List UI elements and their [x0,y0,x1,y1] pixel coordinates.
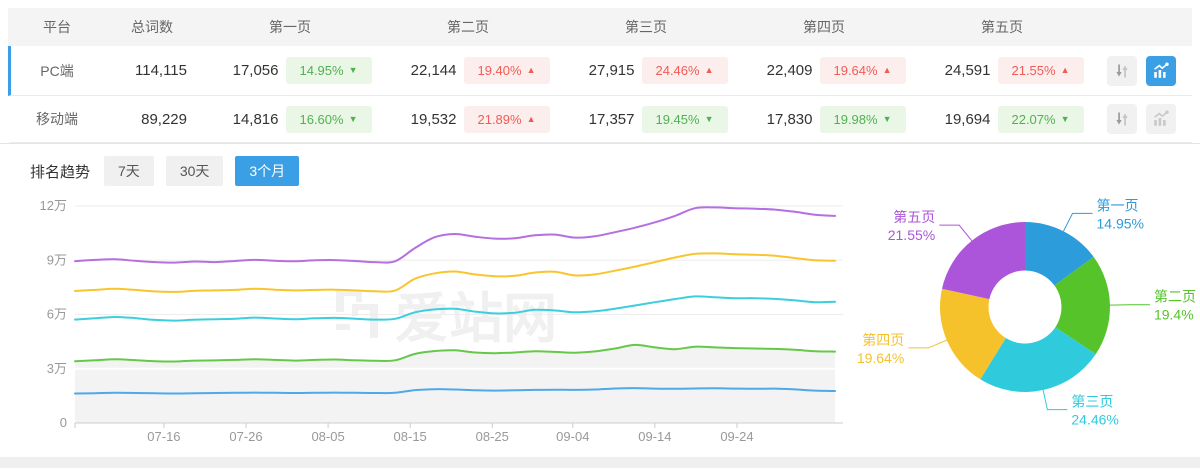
trend-arrow-icon: ▼ [704,113,714,124]
trend-arrow-icon: ▼ [882,113,892,124]
trend-line-chart-and-donut: 爱站网 0 3万 6万 9万 12万 07-16 07-26 08-05 08-15 08-25 09… [40,197,1196,444]
donut-label-name: 第五页 [893,209,935,225]
trend-arrow-icon: ▲ [526,65,536,75]
rank-trend-section: 排名趋势 7天 30天 3个月 爱站网 0 3万 6万 9万 12万 07-16 07-26 0… [0,144,1200,457]
donut-slice-第五页 [941,222,1025,300]
page4-count: 22,409 [766,62,813,79]
svg-text:07-16: 07-16 [147,429,180,444]
trend-line-green [74,343,836,363]
col-header-total: 总词数 [131,19,173,35]
page5-change-badge: 22.07% ▼ [997,105,1084,133]
donut-slice-第四页 [940,288,1006,380]
col-header-page2: 第二页 [447,19,489,35]
keyword-rank-table: 平台 总词数 第一页 第二页 第三页 第四页 第五页 PC端 114,115 1… [8,8,1192,143]
page3-change-badge: 19.45% ▼ [641,105,728,133]
svg-text:09-24: 09-24 [720,429,753,444]
col-header-page5: 第五页 [981,19,1023,35]
col-header-page3: 第三页 [625,19,667,35]
donut-slice-第二页 [1054,256,1111,355]
donut-label-pct: 19.64% [857,350,904,366]
trend-arrow-icon: ▼ [348,65,358,75]
svg-text:09-14: 09-14 [638,429,671,444]
col-header-platform: 平台 [43,19,71,35]
page2-count: 22,144 [410,62,457,79]
page1-count: 14,816 [232,110,279,128]
trend-arrow-icon: ▲ [526,113,536,124]
table-row[interactable]: PC端 114,115 17,056 14.95% ▼ 22,144 19.40% ▲ … [8,46,1192,96]
donut-slice-第三页 [980,327,1096,392]
col-header-page1: 第一页 [269,19,311,35]
sort-button[interactable] [1107,55,1137,86]
donut-label-name: 第二页 [1154,289,1196,305]
total-words-value: 89,229 [141,110,187,128]
donut-label-pct: 24.46% [1071,412,1118,428]
svg-text:9万: 9万 [47,252,67,267]
total-words-value: 114,115 [135,62,187,79]
page4-count: 17,830 [766,110,813,128]
trend-line-yellow [74,252,836,293]
trend-line-blue [74,387,836,395]
page5-change-badge: 21.55% ▲ [997,57,1084,84]
platform-label: PC端 [40,62,74,79]
trend-arrow-icon: ▲ [704,65,714,75]
svg-text:08-25: 08-25 [476,429,509,444]
tab-30days[interactable]: 30天 [165,156,224,186]
bar-chart-icon [1154,110,1169,126]
donut-label-name: 第三页 [1071,394,1113,410]
page4-change-badge: 19.98% ▼ [819,105,906,133]
trend-arrow-icon: ▼ [1060,113,1070,124]
trend-line-purple [74,206,836,264]
donut-label-pct: 21.55% [888,227,935,243]
page2-count: 19,532 [410,110,457,128]
page-background-strip [0,457,1200,468]
svg-text:08-15: 08-15 [394,429,427,444]
svg-text:3万: 3万 [47,361,67,376]
svg-text:6万: 6万 [47,307,67,322]
donut-label-pct: 19.4% [1154,307,1194,323]
svg-text:07-26: 07-26 [229,429,262,444]
aizhan-watermark: 爱站网 [330,289,557,350]
page4-change-badge: 19.64% ▲ [819,57,906,84]
section-divider [0,143,1200,144]
platform-label: 移动端 [36,111,78,127]
trend-arrow-icon: ▼ [348,113,358,124]
page5-count: 19,694 [944,110,991,128]
donut-label-name: 第一页 [1097,197,1139,213]
donut-label-pct: 14.95% [1097,215,1144,231]
table-header-row: 平台 总词数 第一页 第二页 第三页 第四页 第五页 [8,8,1192,46]
page2-change-badge: 19.40% ▲ [463,57,550,84]
svg-text:12万: 12万 [40,198,67,213]
donut-label-name: 第四页 [862,332,904,348]
trend-arrow-icon: ▲ [1060,65,1070,75]
svg-text:0: 0 [60,415,67,430]
bar-chart-icon [1154,62,1169,78]
sort-button[interactable] [1107,104,1137,134]
chart-toggle-button[interactable] [1146,104,1176,134]
page3-count: 27,915 [588,62,635,79]
page1-change-badge: 14.95% ▼ [285,57,372,84]
svg-text:09-04: 09-04 [556,429,589,444]
page3-count: 17,357 [588,110,635,128]
donut-slice-第一页 [1025,222,1094,286]
trend-section-title: 排名趋势 [30,163,91,181]
page2-change-badge: 21.89% ▲ [463,105,550,133]
col-header-page4: 第四页 [803,19,845,35]
chart-toggle-button[interactable] [1146,55,1176,86]
page1-change-badge: 16.60% ▼ [285,105,372,133]
trend-arrow-icon: ▲ [882,65,892,75]
page3-change-badge: 24.46% ▲ [641,57,728,84]
svg-text:爱站网: 爱站网 [395,289,557,349]
table-row[interactable]: 移动端 89,229 14,816 16.60% ▼ 19,532 21.89% ▲ 1… [8,96,1192,143]
svg-text:08-05: 08-05 [311,429,344,444]
tab-3months[interactable]: 3个月 [235,156,300,186]
tab-7days[interactable]: 7天 [104,156,154,186]
page1-count: 17,056 [232,62,279,79]
sort-updown-icon [1116,112,1128,126]
page5-count: 24,591 [944,62,991,79]
sort-updown-icon [1116,64,1128,77]
trend-line-cyan [74,295,836,322]
